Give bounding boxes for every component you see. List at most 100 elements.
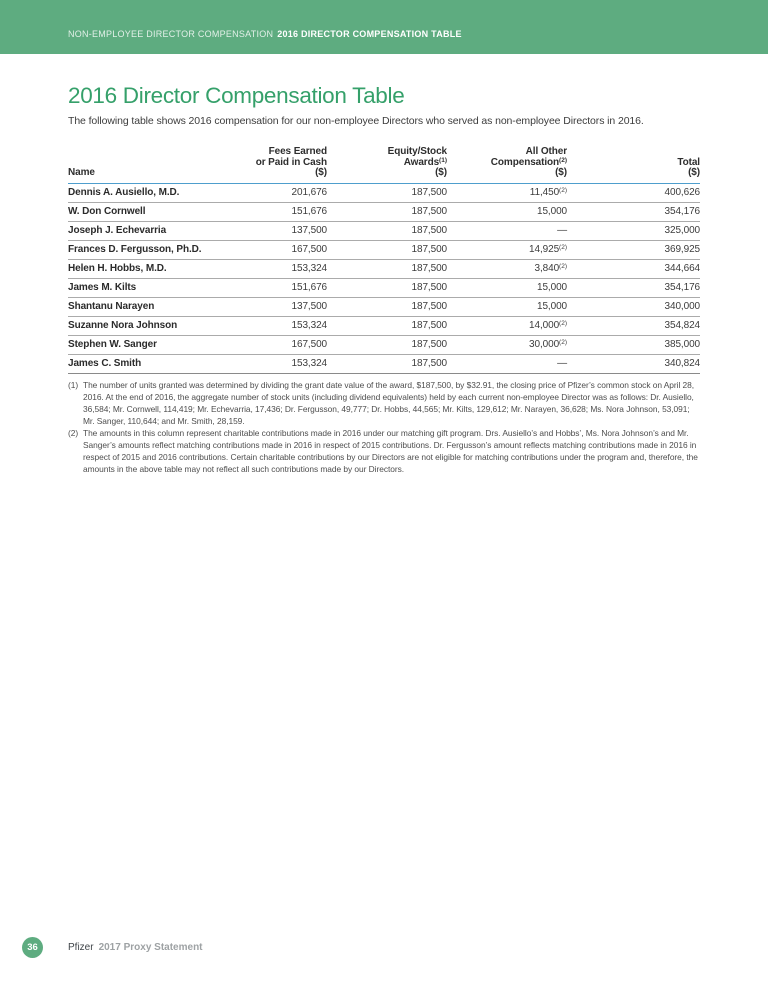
fees-earned-cell: 137,500 [238, 297, 327, 317]
footnotes: (1) The number of units granted was deter… [68, 379, 700, 475]
intro-paragraph: The following table shows 2016 compensat… [68, 115, 644, 127]
header-line: Awards(1) [403, 156, 447, 168]
footnote-text: The number of units granted was determin… [83, 379, 695, 426]
fees-earned-cell: 201,676 [238, 183, 327, 203]
table-row: James C. Smith 153,324 187,500—340,824 [68, 354, 700, 374]
equity-awards-cell: 187,500 [327, 316, 447, 336]
header-line: Total [677, 156, 700, 168]
equity-awards-cell: 187,500 [327, 354, 447, 374]
other-compensation-cell: 15,000 [447, 202, 567, 222]
header-line: or Paid in Cash [255, 156, 327, 168]
table-row: W. Don Cornwell 151,676 187,500 15,000 354,1… [68, 202, 700, 222]
footnote-reference: (2) [559, 187, 567, 194]
fees-earned-cell: 167,500 [238, 335, 327, 355]
header-line: All Other [525, 146, 567, 157]
equity-awards-cell: 187,500 [327, 221, 447, 241]
table-row: Joseph J. Echevarria 137,500 187,500—325,0… [68, 221, 700, 241]
table-row: Helen H. Hobbs, M.D. 153,324 187,500 3,840(… [68, 259, 700, 279]
total-cell: 344,664 [567, 259, 700, 279]
equity-awards-cell: 187,500 [327, 335, 447, 355]
total-cell: 325,000 [567, 221, 700, 241]
footnote-reference: (2) [559, 244, 567, 251]
page-header-banner: NON-EMPLOYEE DIRECTOR COMPENSATION 2016 D… [0, 0, 768, 54]
other-compensation-cell: 30,000(2) [447, 335, 567, 355]
director-name-cell: James C. Smith [68, 354, 238, 374]
equity-awards-cell: 187,500 [327, 202, 447, 222]
header-line: ($) [315, 167, 327, 178]
total-cell: 340,824 [567, 354, 700, 374]
column-header-fees: Fees Earned or Paid in Cash ($) [238, 146, 327, 184]
other-compensation-cell: 15,000 [447, 297, 567, 317]
header-line: Compensation(2) [490, 156, 567, 168]
other-compensation-cell: — [447, 354, 567, 374]
breadcrumb: NON-EMPLOYEE DIRECTOR COMPENSATION 2016 D… [68, 29, 462, 39]
equity-awards-cell: 187,500 [327, 278, 447, 298]
footnote: (1) The number of units granted was deter… [68, 379, 700, 427]
column-header-equity: Equity/Stock Awards(1) ($) [327, 146, 447, 184]
header-line: Fees Earned [268, 146, 327, 157]
brand-name: Pfizer [68, 941, 94, 953]
total-cell: 354,176 [567, 202, 700, 222]
director-name-cell: Helen H. Hobbs, M.D. [68, 259, 238, 279]
page-title: 2016 Director Compensation Table [68, 83, 405, 108]
footnote-reference: (2) [559, 339, 567, 346]
equity-awards-cell: 187,500 [327, 297, 447, 317]
director-name-cell: Shantanu Narayen [68, 297, 238, 317]
compensation-table: Name Fees Earned or Paid in Cash ($) Equity/… [68, 146, 700, 374]
table-row: Dennis A. Ausiello, M.D. 201,676 187,500 11… [68, 183, 700, 203]
footnote-marker: (2) [68, 427, 79, 438]
fees-earned-cell: 153,324 [238, 354, 327, 374]
director-name-cell: Stephen W. Sanger [68, 335, 238, 355]
footnote-reference: (2) [559, 156, 567, 164]
footer-text: Pfizer 2017 Proxy Statement [68, 936, 203, 958]
page-footer: 36 Pfizer 2017 Proxy Statement [0, 936, 768, 958]
other-compensation-cell: 14,925(2) [447, 240, 567, 260]
document-page: NON-EMPLOYEE DIRECTOR COMPENSATION 2016 D… [0, 0, 768, 958]
footnote-marker: (1) [68, 379, 79, 390]
director-name-cell: Joseph J. Echevarria [68, 221, 238, 241]
footnote-reference: (1) [439, 156, 447, 164]
footnote-reference: (2) [559, 320, 567, 327]
column-header-other: All Other Compensation(2) ($) [447, 146, 567, 184]
breadcrumb-section: NON-EMPLOYEE DIRECTOR COMPENSATION [68, 28, 274, 39]
total-cell: 369,925 [567, 240, 700, 260]
other-compensation-cell: 3,840(2) [447, 259, 567, 279]
equity-awards-cell: 187,500 [327, 240, 447, 260]
column-header-total: Total ($) [567, 147, 700, 184]
page-content: 2016 Director Compensation Table The fol… [0, 83, 768, 475]
table-row: Stephen W. Sanger 167,500 187,500 30,000(2)… [68, 335, 700, 355]
table-row: Shantanu Narayen 137,500 187,500 15,000 340,… [68, 297, 700, 317]
page-number-badge: 36 [22, 937, 43, 958]
total-cell: 354,176 [567, 278, 700, 298]
breadcrumb-current: 2016 DIRECTOR COMPENSATION TABLE [277, 28, 462, 39]
table-row: James M. Kilts 151,676 187,500 15,000 354,17… [68, 278, 700, 298]
fees-earned-cell: 151,676 [238, 278, 327, 298]
header-line: Equity/Stock [387, 146, 447, 157]
other-compensation-cell: 15,000 [447, 278, 567, 298]
total-cell: 400,626 [567, 183, 700, 203]
footnote-reference: (2) [559, 263, 567, 270]
footnote: (2) The amounts in this column represent … [68, 427, 700, 475]
total-cell: 340,000 [567, 297, 700, 317]
table-row: Frances D. Fergusson, Ph.D. 167,500 187,50… [68, 240, 700, 260]
director-name-cell: James M. Kilts [68, 278, 238, 298]
total-cell: 354,824 [567, 316, 700, 336]
director-name-cell: Suzanne Nora Johnson [68, 316, 238, 336]
footnote-text: The amounts in this column represent cha… [83, 427, 698, 474]
document-name: 2017 Proxy Statement [98, 941, 203, 953]
table-row: Suzanne Nora Johnson 153,324 187,500 14,000… [68, 316, 700, 336]
other-compensation-cell: — [447, 221, 567, 241]
table-body: Dennis A. Ausiello, M.D. 201,676 187,500 11… [68, 183, 700, 374]
fees-earned-cell: 137,500 [238, 221, 327, 241]
header-line: ($) [688, 167, 700, 178]
equity-awards-cell: 187,500 [327, 259, 447, 279]
fees-earned-cell: 153,324 [238, 259, 327, 279]
director-name-cell: Frances D. Fergusson, Ph.D. [68, 240, 238, 260]
fees-earned-cell: 153,324 [238, 316, 327, 336]
header-line: Name [68, 167, 95, 178]
table-header: Name Fees Earned or Paid in Cash ($) Equity/… [68, 146, 700, 184]
director-name-cell: Dennis A. Ausiello, M.D. [68, 183, 238, 203]
total-cell: 385,000 [567, 335, 700, 355]
director-name-cell: W. Don Cornwell [68, 202, 238, 222]
header-line: ($) [435, 167, 447, 178]
